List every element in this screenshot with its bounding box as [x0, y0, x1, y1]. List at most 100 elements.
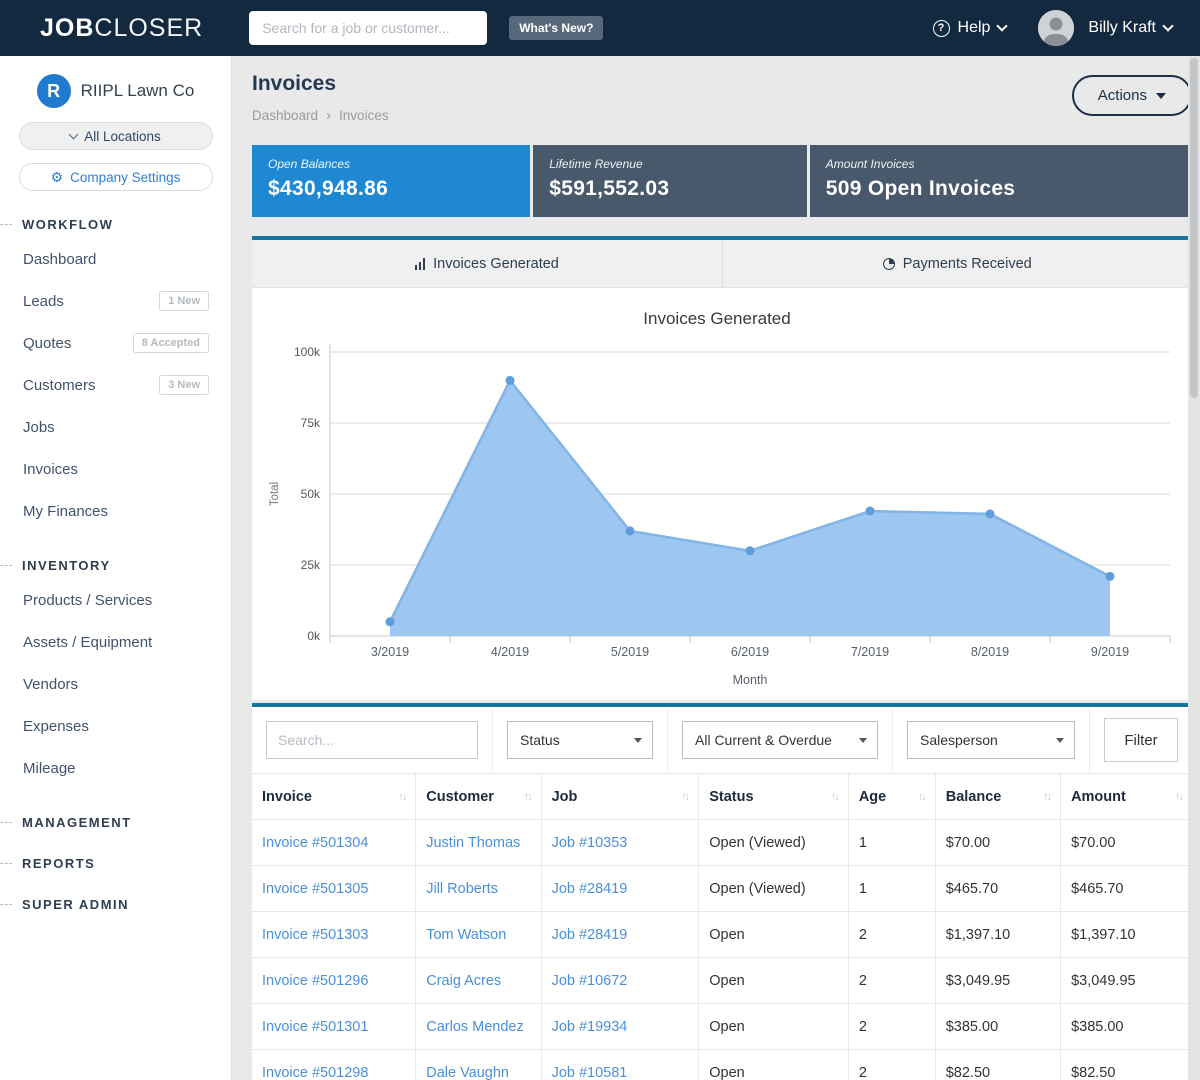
column-header-customer[interactable]: Customer↑↓: [416, 774, 541, 820]
chevron-down-icon: [997, 20, 1008, 31]
column-header-amount[interactable]: Amount↑↓: [1061, 774, 1192, 820]
balance-cell: $82.50: [935, 1050, 1060, 1080]
chart-point[interactable]: [746, 546, 755, 555]
sidebar-section-reports: REPORTS: [0, 856, 231, 871]
sort-icon[interactable]: ↑↓: [1043, 791, 1050, 803]
column-header-age[interactable]: Age↑↓: [848, 774, 935, 820]
sidebar-item-expenses[interactable]: Expenses: [0, 705, 231, 747]
sidebar-section-super-admin: SUPER ADMIN: [0, 897, 231, 912]
company-settings-button[interactable]: ⚙ Company Settings: [19, 163, 213, 191]
sort-icon[interactable]: ↑↓: [681, 791, 688, 803]
sidebar-item-leads[interactable]: Leads 1 New: [0, 280, 231, 322]
job-link[interactable]: Job #19934: [541, 1004, 699, 1050]
sidebar-item-label: Assets / Equipment: [23, 634, 152, 651]
filter-button[interactable]: Filter: [1104, 718, 1178, 762]
sidebar-item-invoices[interactable]: Invoices: [0, 448, 231, 490]
sort-icon[interactable]: ↑↓: [1175, 791, 1182, 803]
salesperson-select-value: Salesperson: [920, 732, 998, 748]
job-link[interactable]: Job #28419: [541, 912, 699, 958]
whats-new-button[interactable]: What's New?: [509, 16, 603, 40]
invoice-link[interactable]: Invoice #501298: [252, 1050, 416, 1080]
amount-cell: $70.00: [1061, 820, 1192, 866]
user-avatar[interactable]: [1038, 10, 1074, 46]
filter-row: Status All Current & Overdue Salesperson: [252, 707, 1192, 773]
sort-icon[interactable]: ↑↓: [831, 791, 838, 803]
balance-cell: $3,049.95: [935, 958, 1060, 1004]
table-search-input[interactable]: [266, 721, 478, 759]
sidebar-item-badge: 1 New: [159, 291, 209, 311]
sidebar-item-vendors[interactable]: Vendors: [0, 663, 231, 705]
column-header-invoice[interactable]: Invoice↑↓: [252, 774, 416, 820]
invoice-link[interactable]: Invoice #501301: [252, 1004, 416, 1050]
sort-icon[interactable]: ↑↓: [918, 791, 925, 803]
tab-invoices-generated[interactable]: Invoices Generated: [252, 240, 722, 287]
sidebar-item-customers[interactable]: Customers3 New: [0, 364, 231, 406]
table-row: Invoice #501296Craig AcresJob #10672Open…: [252, 958, 1192, 1004]
all-locations-label: All Locations: [84, 129, 161, 144]
chart-point[interactable]: [986, 509, 995, 518]
sidebar-section-label: SUPER ADMIN: [22, 897, 129, 912]
global-search-input[interactable]: [249, 11, 487, 45]
invoice-link[interactable]: Invoice #501303: [252, 912, 416, 958]
sidebar-item-assets-equipment[interactable]: Assets / Equipment: [0, 621, 231, 663]
date-range-select[interactable]: All Current & Overdue: [682, 721, 878, 759]
invoice-link[interactable]: Invoice #501304: [252, 820, 416, 866]
page-scrollbar[interactable]: [1188, 56, 1200, 1080]
column-header-job[interactable]: Job↑↓: [541, 774, 699, 820]
sidebar-item-jobs[interactable]: Jobs: [0, 406, 231, 448]
sidebar-section-management: MANAGEMENT: [0, 815, 231, 830]
gear-icon: ⚙: [51, 170, 64, 184]
sidebar-item-mileage[interactable]: Mileage: [0, 747, 231, 789]
chart-point[interactable]: [386, 617, 395, 626]
sidebar-item-products-services[interactable]: Products / Services: [0, 579, 231, 621]
job-link[interactable]: Job #28419: [541, 866, 699, 912]
help-icon: ?: [933, 20, 950, 37]
job-link[interactable]: Job #10672: [541, 958, 699, 1004]
job-link[interactable]: Job #10581: [541, 1050, 699, 1080]
sidebar-item-badge: 3 New: [159, 375, 209, 395]
x-tick-label: 6/2019: [731, 645, 769, 659]
amount-cell: $3,049.95: [1061, 958, 1192, 1004]
avatar-silhouette: [1038, 10, 1074, 46]
job-link[interactable]: Job #10353: [541, 820, 699, 866]
sidebar-item-label: Leads: [23, 293, 64, 310]
column-header-status[interactable]: Status↑↓: [699, 774, 849, 820]
help-menu[interactable]: ? Help: [933, 19, 1007, 37]
customer-link[interactable]: Craig Acres: [416, 958, 541, 1004]
sidebar-item-quotes[interactable]: Quotes8 Accepted: [0, 322, 231, 364]
table-header-row: Invoice↑↓Customer↑↓Job↑↓Status↑↓Age↑↓Bal…: [252, 774, 1192, 820]
invoice-link[interactable]: Invoice #501305: [252, 866, 416, 912]
sidebar-section-label: INVENTORY: [22, 558, 111, 573]
actions-button[interactable]: Actions: [1072, 75, 1192, 116]
help-label: Help: [958, 19, 991, 37]
status-select[interactable]: Status: [507, 721, 653, 759]
chart-point[interactable]: [1106, 572, 1115, 581]
breadcrumb-dashboard[interactable]: Dashboard: [252, 108, 318, 123]
table-row: Invoice #501298Dale VaughnJob #10581Open…: [252, 1050, 1192, 1080]
invoice-table-card: Status All Current & Overdue Salesperson: [252, 703, 1192, 1080]
customer-link[interactable]: Jill Roberts: [416, 866, 541, 912]
chart-point[interactable]: [506, 376, 515, 385]
chart-point[interactable]: [626, 526, 635, 535]
status-cell: Open (Viewed): [699, 866, 849, 912]
chart-point[interactable]: [866, 507, 875, 516]
sidebar-item-dashboard[interactable]: Dashboard: [0, 238, 231, 280]
tab-payments-received[interactable]: Payments Received: [722, 240, 1193, 287]
sort-icon[interactable]: ↑↓: [398, 791, 405, 803]
customer-link[interactable]: Justin Thomas: [416, 820, 541, 866]
sidebar-item-my-finances[interactable]: My Finances: [0, 490, 231, 532]
invoice-link[interactable]: Invoice #501296: [252, 958, 416, 1004]
user-menu[interactable]: Billy Kraft: [1088, 19, 1172, 37]
column-header-balance[interactable]: Balance↑↓: [935, 774, 1060, 820]
salesperson-select[interactable]: Salesperson: [907, 721, 1075, 759]
table-row: Invoice #501301Carlos MendezJob #19934Op…: [252, 1004, 1192, 1050]
age-cell: 2: [848, 1050, 935, 1080]
customer-link[interactable]: Carlos Mendez: [416, 1004, 541, 1050]
sidebar-item-label: Products / Services: [23, 592, 152, 609]
sort-icon[interactable]: ↑↓: [524, 791, 531, 803]
all-locations-select[interactable]: All Locations: [19, 122, 213, 150]
scrollbar-thumb[interactable]: [1190, 58, 1198, 398]
x-tick-label: 3/2019: [371, 645, 409, 659]
customer-link[interactable]: Tom Watson: [416, 912, 541, 958]
customer-link[interactable]: Dale Vaughn: [416, 1050, 541, 1080]
